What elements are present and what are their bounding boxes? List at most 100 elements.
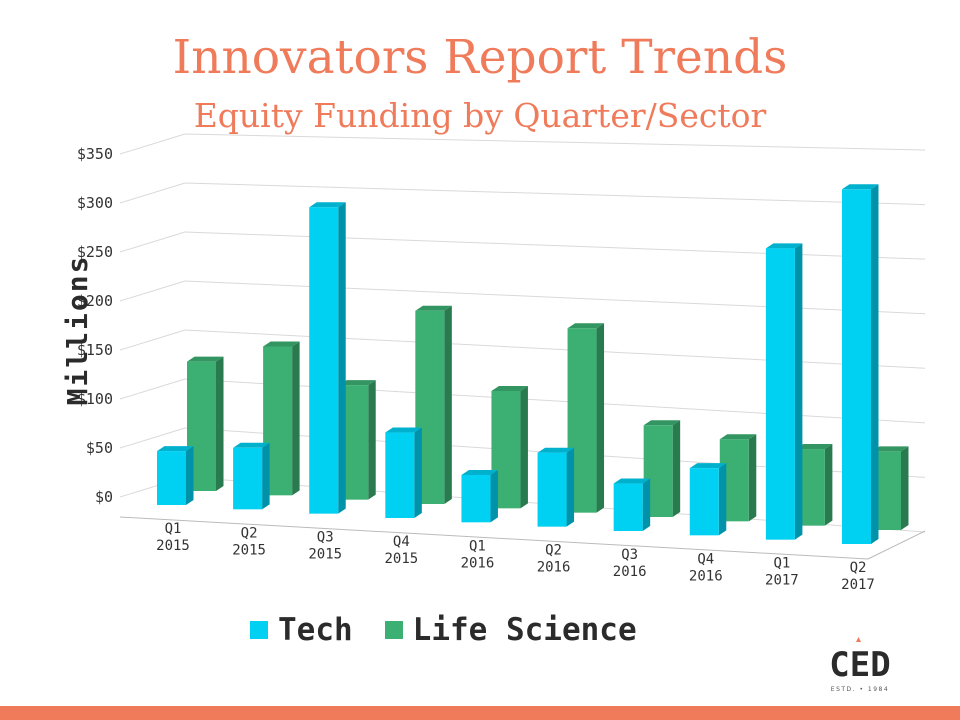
x-tick-label-quarter: Q1 bbox=[773, 556, 790, 572]
bar-tech-side bbox=[794, 243, 803, 540]
bar-tech-side bbox=[338, 202, 346, 514]
bar-tech bbox=[765, 243, 803, 540]
x-tick-labels: Q12015Q22015Q32015Q42015Q12016Q22016Q320… bbox=[156, 521, 875, 593]
legend-label-tech: Tech bbox=[278, 612, 353, 648]
bar-tech-front bbox=[537, 452, 567, 527]
legend: Tech Life Science bbox=[250, 612, 669, 648]
x-tick-label-year: 2016 bbox=[613, 564, 647, 580]
bar-tech bbox=[385, 427, 422, 518]
y-tick-label: $150 bbox=[77, 341, 113, 359]
bar-life-science-top bbox=[187, 356, 224, 362]
bar-tech bbox=[613, 478, 651, 531]
x-tick-label-quarter: Q1 bbox=[165, 521, 182, 537]
legend-swatch-tech bbox=[250, 621, 268, 639]
bar-tech-side bbox=[490, 469, 498, 523]
x-tick-label-quarter: Q4 bbox=[393, 534, 410, 550]
x-tick-label-year: 2016 bbox=[537, 560, 571, 576]
grid-line-diag bbox=[119, 280, 186, 302]
bar-life-science bbox=[872, 446, 909, 530]
bar-life-science-side bbox=[444, 305, 452, 504]
x-tick-label-year: 2015 bbox=[384, 551, 418, 567]
bar-life-science-side bbox=[368, 380, 376, 500]
x-tick-label-quarter: Q3 bbox=[317, 530, 334, 546]
x-tick-label-quarter: Q4 bbox=[697, 551, 714, 567]
x-tick-label-quarter: Q1 bbox=[469, 538, 486, 554]
grid-line-diag bbox=[119, 329, 186, 351]
bar-tech bbox=[233, 442, 270, 510]
bar-life-science-top bbox=[415, 305, 452, 311]
logo-tagline: ESTD. • 1984 bbox=[831, 686, 889, 693]
bar-tech-side bbox=[871, 184, 879, 545]
bar-tech-front bbox=[689, 468, 719, 536]
logo-triangle-icon bbox=[856, 637, 861, 642]
bar-tech-top bbox=[385, 427, 422, 433]
bar-life-science-side bbox=[824, 444, 833, 526]
y-tick-label: $250 bbox=[77, 243, 113, 261]
y-tick-label: $350 bbox=[77, 145, 113, 163]
bar-life-science-top bbox=[491, 385, 528, 391]
legend-item-life-science: Life Science bbox=[384, 612, 637, 648]
bar-tech-front bbox=[765, 248, 795, 540]
bar-life-science-side bbox=[216, 356, 224, 491]
grid-line bbox=[184, 231, 926, 260]
bar-tech-front bbox=[842, 189, 871, 545]
floor-edge-right bbox=[867, 530, 926, 560]
bar-life-science-top bbox=[872, 446, 909, 452]
grid-line-diag bbox=[119, 378, 186, 400]
bar-tech-front bbox=[157, 451, 186, 505]
bar-tech bbox=[842, 184, 879, 545]
grid-line-diag bbox=[119, 133, 186, 155]
bar-tech-top bbox=[765, 243, 803, 249]
y-axis-label: Millions bbox=[60, 254, 94, 406]
footer-bar bbox=[0, 706, 960, 720]
x-tick-label-quarter: Q2 bbox=[545, 543, 562, 559]
bar-tech-front bbox=[385, 432, 415, 518]
bar-tech-front bbox=[613, 483, 643, 531]
y-tick-label: $100 bbox=[77, 390, 113, 408]
y-tick-label: $0 bbox=[95, 488, 113, 506]
bar-life-science-side bbox=[292, 341, 300, 496]
legend-label-life-science: Life Science bbox=[412, 612, 637, 648]
bar-tech-side bbox=[414, 427, 422, 518]
grid-line-diag bbox=[119, 182, 186, 204]
bar-tech bbox=[309, 202, 346, 514]
bars bbox=[157, 184, 909, 545]
bar-tech-top bbox=[309, 202, 346, 208]
x-tick-label-year: 2015 bbox=[232, 542, 266, 558]
bar-life-science-top bbox=[795, 444, 833, 450]
bar-life-science-top bbox=[567, 323, 605, 329]
chart-title: Innovators Report Trends bbox=[172, 30, 788, 85]
bar-life-science-side bbox=[596, 323, 605, 513]
bar-tech-side bbox=[718, 463, 727, 536]
grid-line-diag bbox=[119, 231, 186, 253]
y-tick-label: $200 bbox=[77, 292, 113, 310]
bar-life-science-side bbox=[672, 420, 681, 517]
x-tick-label-year: 2016 bbox=[461, 555, 495, 571]
grid-line-diag bbox=[119, 427, 186, 449]
logo-text: CED bbox=[829, 645, 890, 685]
bar-life-science-top bbox=[719, 434, 757, 440]
floor-edge bbox=[119, 516, 869, 560]
y-tick-label: $300 bbox=[77, 194, 113, 212]
bar-life-science-side bbox=[748, 434, 757, 522]
x-tick-label-year: 2015 bbox=[308, 547, 342, 563]
x-tick-label-year: 2017 bbox=[765, 573, 799, 589]
bar-tech-side bbox=[642, 478, 651, 531]
bar-tech-front bbox=[309, 207, 339, 514]
bar-tech-top bbox=[157, 446, 194, 452]
bar-tech-top bbox=[842, 184, 879, 190]
bar-tech bbox=[537, 447, 575, 527]
x-tick-label-quarter: Q2 bbox=[850, 560, 867, 576]
bar-life-science bbox=[187, 356, 224, 491]
bar-life-science-top bbox=[263, 341, 300, 347]
bar-tech-top bbox=[689, 463, 727, 469]
legend-item-tech: Tech bbox=[250, 612, 353, 648]
bar-tech bbox=[461, 469, 498, 523]
bar-tech-top bbox=[461, 469, 498, 475]
bar-life-science bbox=[567, 323, 605, 513]
legend-swatch-life-science bbox=[384, 621, 403, 639]
bar-life-science-side bbox=[520, 385, 528, 509]
bar-tech-side bbox=[262, 442, 270, 510]
bar-tech-side bbox=[566, 447, 575, 527]
